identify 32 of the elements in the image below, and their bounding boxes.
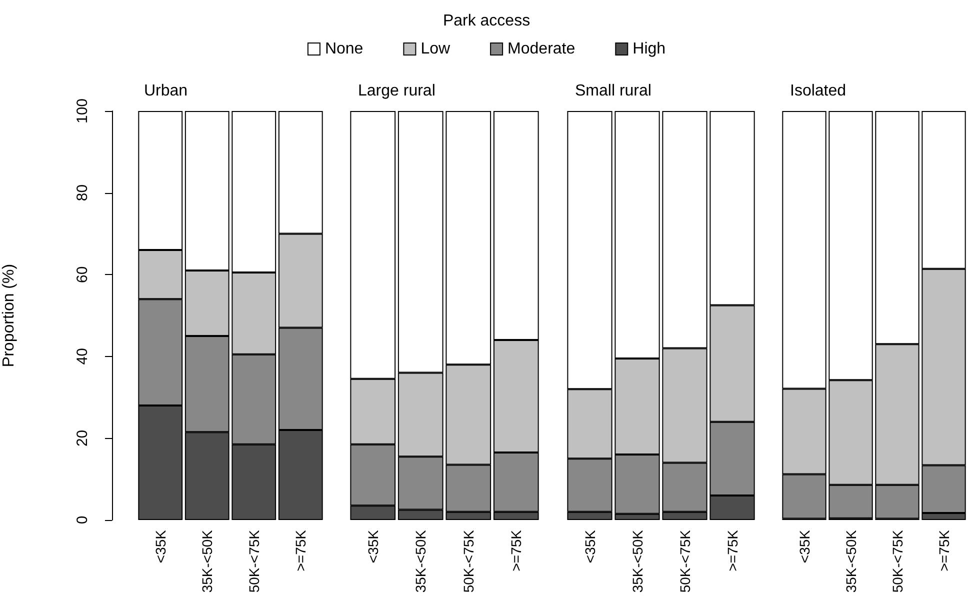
x-tick-label: 50K-<75K (676, 529, 693, 593)
x-tick-label: 35K-<50K (629, 529, 646, 593)
y-tick-label: 20 (74, 430, 91, 447)
x-tick-label: <35K (582, 529, 598, 564)
x-tick-label: 35K-<50K (842, 529, 859, 593)
legend-label: None (324, 40, 364, 58)
x-tick-label: >=75K (936, 529, 952, 572)
chart-title: Small rural (575, 82, 652, 100)
y-tick-label: 40 (74, 348, 91, 365)
legend-label: Moderate (508, 40, 576, 58)
x-tick-label: >=75K (508, 529, 524, 572)
y-tick-label: 0 (74, 516, 91, 524)
legend-label: Low (420, 40, 450, 58)
x-tick-label: 35K-<50K (199, 529, 216, 593)
x-tick-label: >=75K (292, 529, 309, 572)
legend-label: High (632, 40, 666, 58)
x-tick-label: 50K-<75K (246, 529, 262, 593)
x-tick-label: <35K (796, 529, 812, 564)
y-axis-title: Proportion (%) (0, 264, 18, 368)
x-tick-label: <35K (364, 529, 381, 564)
x-tick-label: 50K-<75K (460, 529, 476, 593)
x-tick-label: 50K-<75K (889, 529, 906, 593)
y-tick-label: 100 (74, 98, 91, 124)
x-tick-label: <35K (152, 529, 168, 564)
chart-title: Large rural (358, 82, 436, 100)
chart-title: Urban (144, 82, 188, 100)
y-tick-label: 60 (74, 266, 91, 283)
y-tick-label: 80 (74, 184, 91, 202)
x-tick-label: >=75K (724, 529, 740, 572)
x-tick-label: 35K-<50K (412, 529, 429, 593)
chart-title: Isolated (790, 82, 846, 100)
legend-title: Park access (442, 12, 530, 30)
